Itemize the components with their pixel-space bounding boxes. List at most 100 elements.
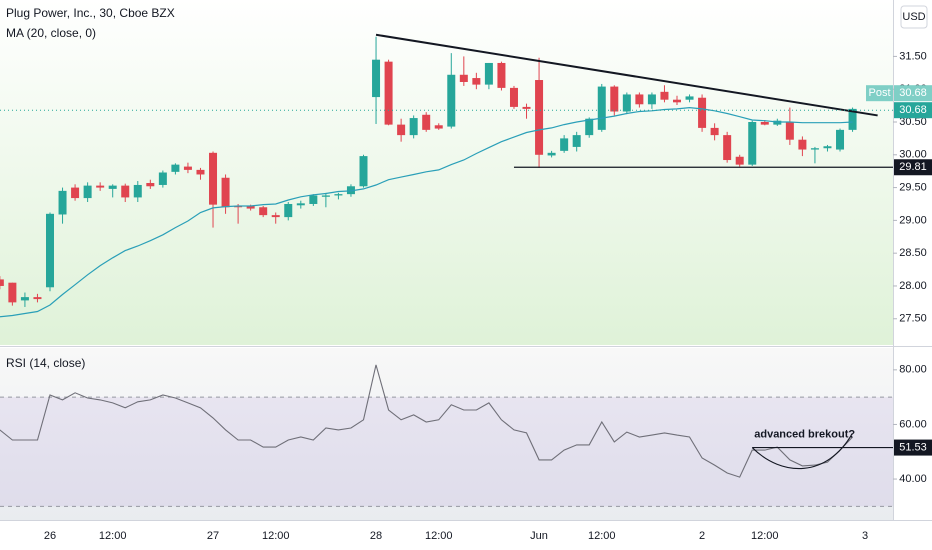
candle-body: [572, 135, 581, 147]
rsi-title: RSI (14, close): [6, 356, 85, 370]
candle-body: [509, 87, 518, 107]
candle-body: [622, 94, 631, 112]
candle-body: [372, 59, 381, 98]
candle-body: [409, 118, 418, 136]
candle-body: [447, 74, 456, 127]
x-tick-label: 12:00: [588, 530, 616, 542]
candle-body: [422, 114, 431, 130]
last-price-box: [894, 102, 932, 119]
x-tick-label: 26: [44, 530, 56, 542]
ma-line: [0, 106, 853, 318]
currency: USD: [902, 11, 925, 23]
trend-line: [375, 33, 878, 117]
candle-body: [785, 121, 794, 140]
y-tick-label: 31.50: [899, 50, 927, 62]
candle-body: [685, 96, 694, 100]
candle-body: [748, 121, 757, 165]
rsi-band: [0, 397, 893, 507]
y-tick-label: 80.00: [899, 364, 927, 376]
candle-body: [484, 62, 493, 85]
y-tick-label: 30.50: [899, 116, 927, 128]
level-box: [894, 159, 932, 176]
candle-body: [209, 152, 218, 205]
candle-body: [8, 282, 17, 303]
candle-body: [836, 129, 845, 150]
rsi-line: [0, 364, 853, 478]
candle-body: [71, 187, 80, 199]
candle-body: [309, 195, 318, 204]
candle-body: [710, 127, 719, 136]
candle-body: [121, 185, 130, 198]
x-tick-label: 12:00: [99, 530, 127, 542]
candle-body: [221, 177, 230, 208]
candle-body: [58, 190, 67, 215]
y-tick-label: 29.50: [899, 181, 927, 193]
candle-body: [334, 194, 343, 196]
candle-body: [133, 184, 142, 198]
post-price-box: [894, 85, 932, 102]
main-pane: [0, 0, 893, 345]
level-label: 29.81: [899, 161, 927, 173]
candle-body: [321, 195, 330, 197]
candle-body: [698, 97, 707, 128]
candle-body: [673, 99, 681, 103]
candle-body: [96, 185, 105, 188]
candle-body: [810, 148, 819, 150]
chart-title: Plug Power, Inc., 30, Cboe BZX: [6, 6, 175, 20]
candle-body: [760, 121, 769, 125]
breakout-curve: [751, 433, 853, 469]
candle-body: [397, 124, 406, 136]
ma-legend: MA (20, close, 0): [6, 26, 96, 40]
candle-body: [0, 279, 4, 286]
candle-body: [183, 166, 192, 170]
x-tick-label: 12:00: [262, 530, 290, 542]
candle-body: [610, 86, 619, 112]
candle-body: [284, 203, 293, 218]
candle-body: [535, 80, 544, 155]
post-label: Post: [868, 87, 890, 99]
candle-body: [823, 146, 832, 149]
candle-body: [346, 186, 355, 195]
rsi-pane: [0, 348, 893, 520]
y-tick-label: 60.00: [899, 418, 927, 430]
y-tick-label: 40.00: [899, 473, 927, 485]
candle-body: [660, 91, 669, 100]
candle-body: [848, 108, 857, 130]
y-tick-label: 29.00: [899, 214, 927, 226]
annotation: advanced brekout?: [754, 428, 855, 440]
candle-body: [196, 169, 205, 175]
y-tick-label: 27.50: [899, 313, 927, 325]
candle-body: [108, 185, 117, 189]
candle-body: [547, 152, 556, 156]
candle-body: [246, 205, 255, 209]
post-price: 30.68: [899, 87, 927, 99]
candle-body: [158, 172, 167, 185]
currency-box[interactable]: [900, 5, 928, 29]
level-box: [894, 439, 932, 456]
candle-body: [459, 74, 468, 82]
post-box: [866, 85, 893, 102]
candle-body: [597, 86, 606, 130]
x-tick-label: 12:00: [425, 530, 453, 542]
x-tick-label: 12:00: [751, 530, 779, 542]
last-price: 30.68: [899, 104, 927, 116]
candle-body: [585, 118, 594, 136]
candle-body: [146, 182, 155, 187]
x-tick-label: Jun: [530, 530, 548, 542]
candle-body: [434, 125, 443, 129]
candle-body: [234, 205, 243, 208]
x-tick-label: 27: [207, 530, 219, 542]
candle-body: [33, 297, 42, 300]
candle-body: [723, 135, 732, 161]
candle-body: [259, 207, 268, 216]
candle-body: [522, 106, 531, 109]
candle-body: [798, 139, 807, 150]
candle-body: [560, 138, 569, 151]
candle-body: [271, 215, 280, 218]
level-label: 51.53: [899, 441, 927, 453]
y-tick-label: 28.00: [899, 280, 927, 292]
candle-body: [635, 94, 644, 105]
x-tick-label: 3: [862, 530, 868, 542]
candle-body: [296, 203, 305, 206]
